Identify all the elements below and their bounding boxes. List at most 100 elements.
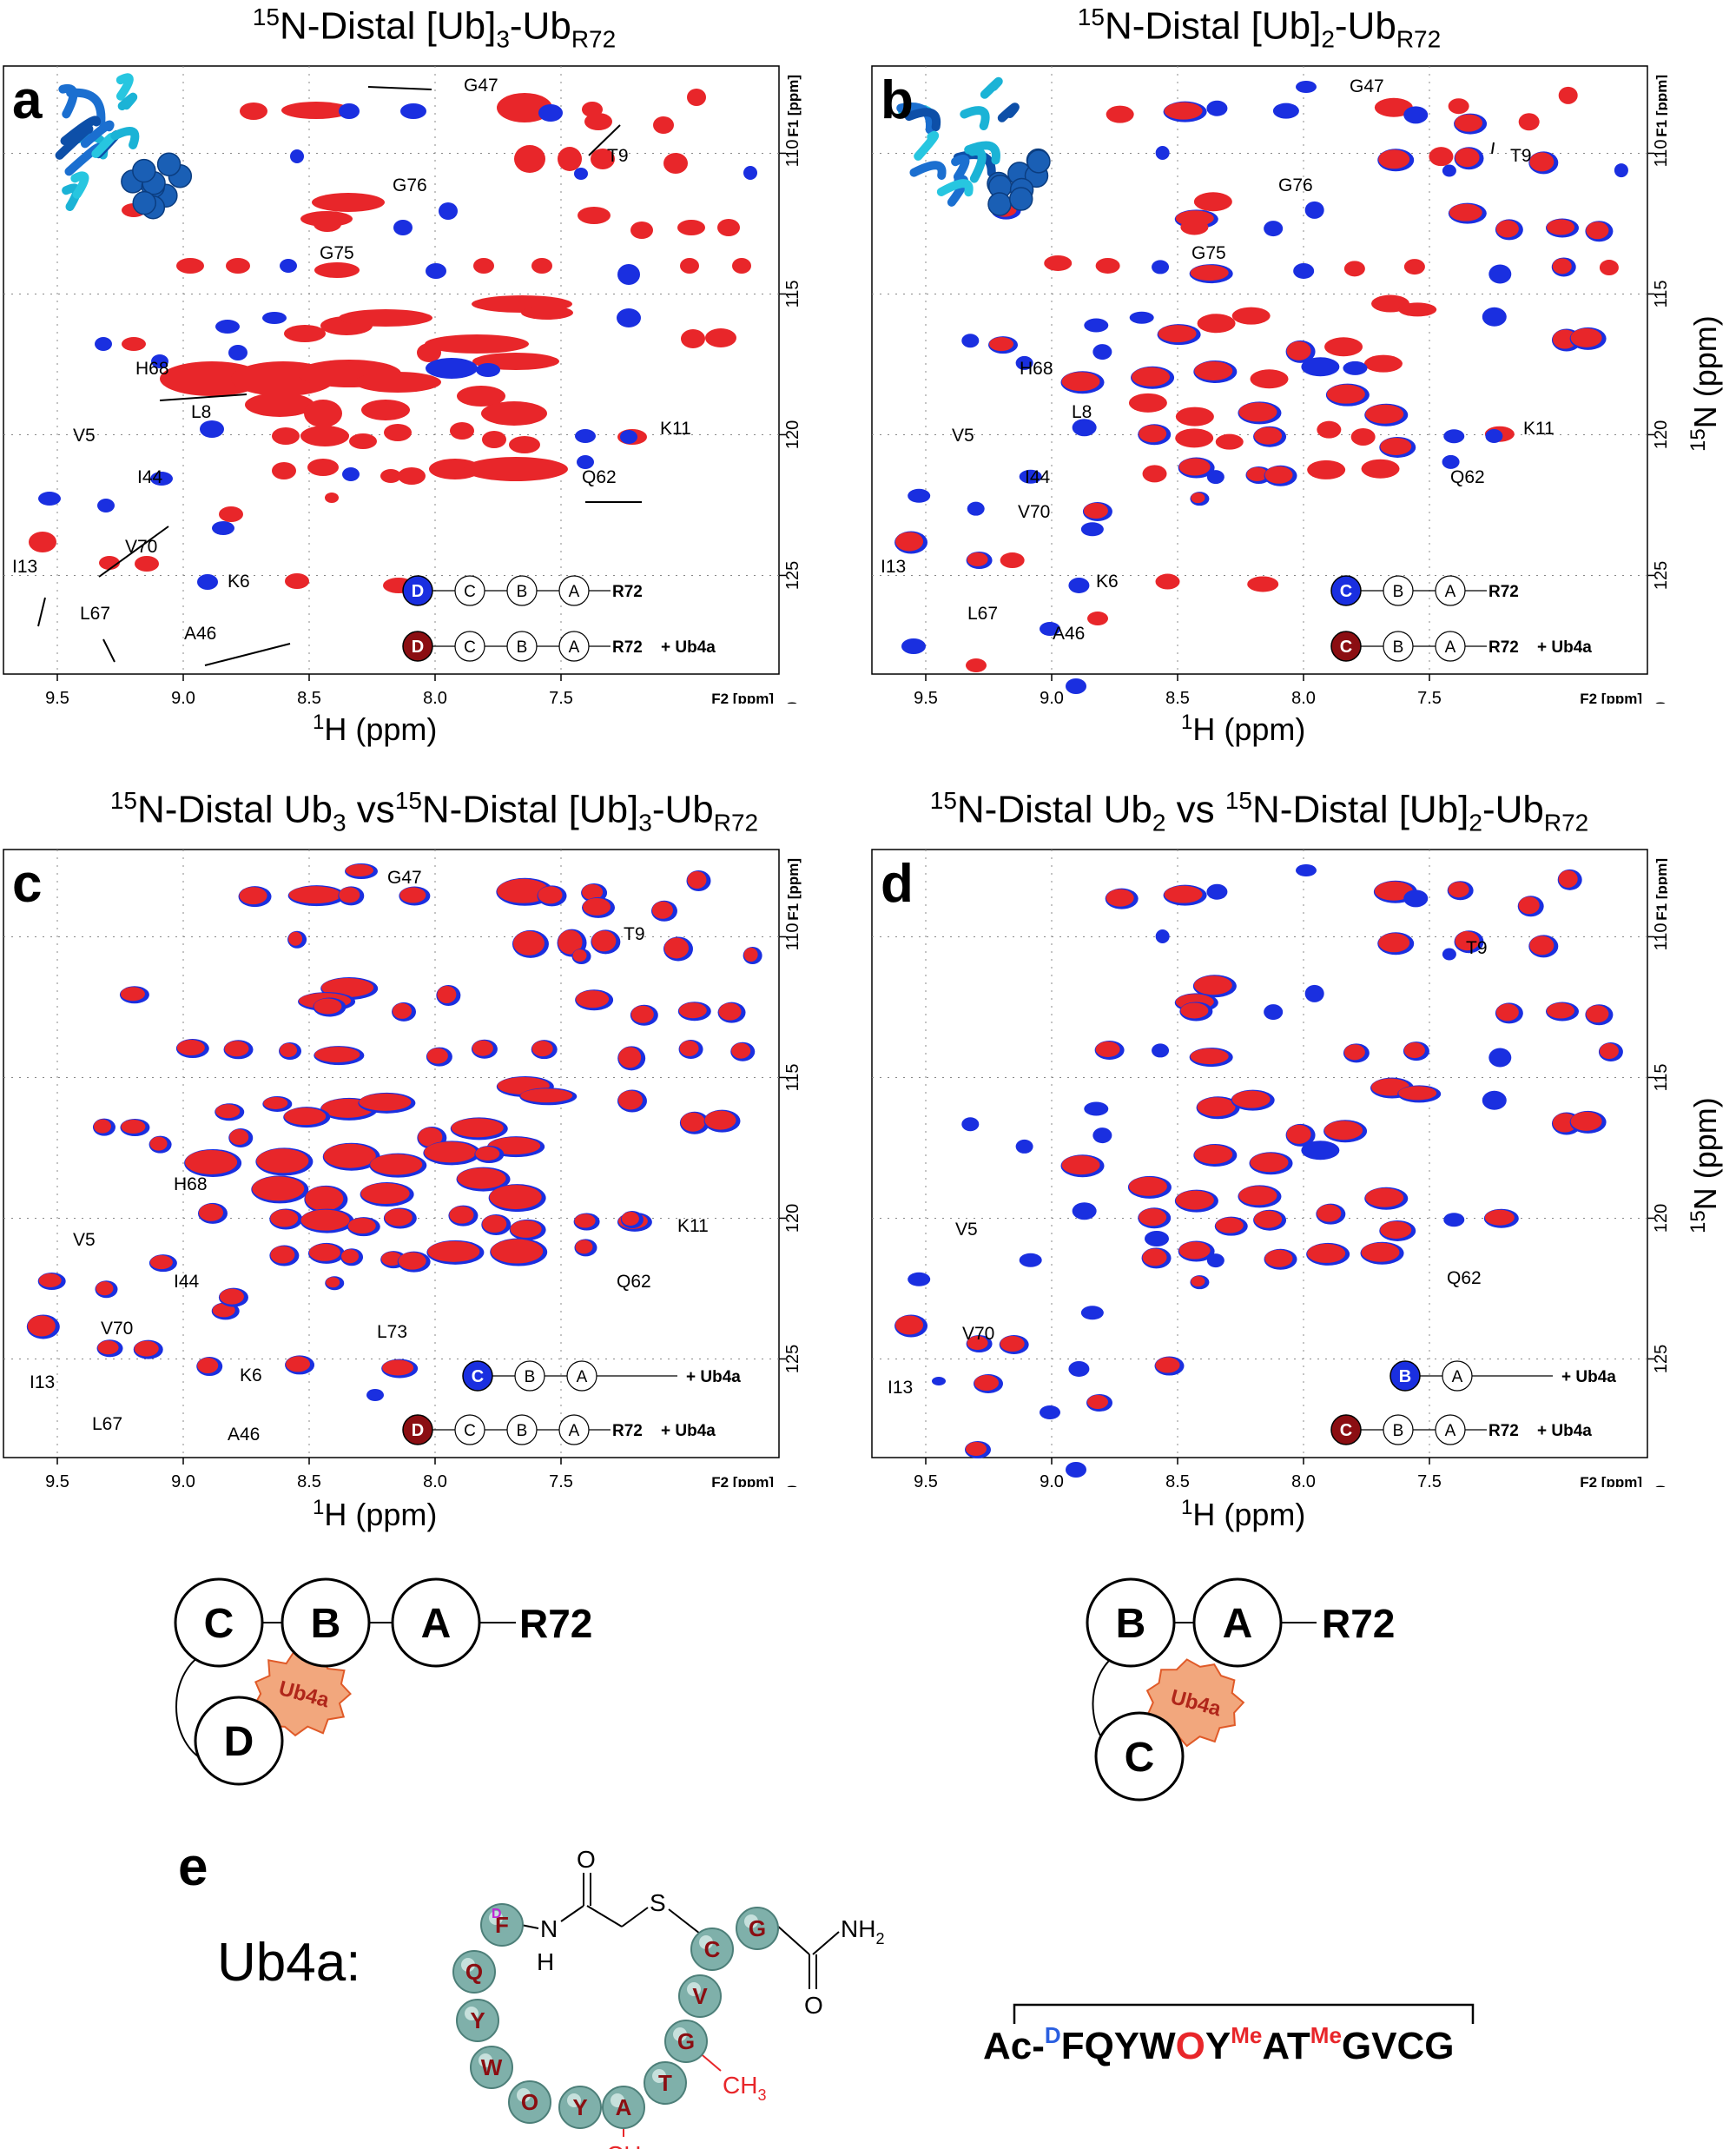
subscript: 3 — [757, 2086, 766, 2104]
subscript: 2 — [875, 1930, 884, 1947]
peak-red — [680, 258, 699, 274]
peak-red — [512, 930, 545, 955]
peak-red — [1175, 428, 1214, 448]
x-tick-label: 8.0 — [1291, 689, 1316, 704]
peak-blue — [743, 166, 757, 180]
peak-red — [93, 1119, 111, 1134]
ribbon — [951, 155, 970, 182]
peak-red — [134, 1340, 159, 1357]
peak-red — [1378, 149, 1410, 169]
peak-blue — [342, 467, 360, 481]
x-unit: F2 [ppm] — [711, 691, 774, 704]
scheme-node — [391, 1577, 481, 1668]
x-tick-label: 9.0 — [171, 689, 195, 704]
peak-blue — [1066, 678, 1086, 694]
peak-red — [1132, 367, 1171, 387]
peak-blue — [961, 334, 980, 348]
residue-label: V70 — [101, 1319, 133, 1339]
panel-letter: b — [881, 70, 914, 130]
residue-label: I13 — [888, 1378, 913, 1398]
peak-red — [1586, 1005, 1609, 1023]
peak-red — [341, 1249, 360, 1264]
peak-red — [687, 89, 706, 106]
residue-label: Q62 — [617, 1272, 651, 1292]
peak-red — [399, 887, 426, 903]
panel-b-spectrum: 9.5 9.0 8.5 8.0 7.5 F2 [ppm] 110 115 120 125 130 F1… — [871, 65, 1667, 704]
residue-label: V70 — [962, 1324, 994, 1344]
peak-red — [1552, 329, 1577, 349]
legend-tail: R72 — [1488, 638, 1519, 657]
peak-red — [481, 401, 547, 426]
peak-blue — [1072, 419, 1097, 437]
panel-d-spectrum: 9.5 9.0 8.5 8.0 7.5 F2 [ppm] 110 115 120 125 130 F1… — [871, 849, 1667, 1487]
peak-red — [393, 1002, 413, 1019]
peak-red — [464, 457, 568, 481]
seq-o: O — [1176, 2025, 1205, 2067]
panel-c-x-label: 1H (ppm) — [313, 1496, 438, 1532]
legend-bead-label: A — [569, 1422, 580, 1440]
peak-red — [1495, 220, 1519, 238]
x-tick-label: 7.5 — [1417, 689, 1442, 704]
residue-label: A46 — [1053, 624, 1085, 644]
peak-red — [272, 427, 300, 445]
peak-red — [1547, 1002, 1575, 1019]
residue-label: V5 — [73, 426, 96, 446]
legend-bead-label: A — [1445, 1422, 1456, 1440]
legend-bead-label: A — [569, 638, 580, 657]
peak-red — [966, 1442, 987, 1456]
legend-bead-label: D — [412, 1421, 424, 1440]
peak-blue — [150, 472, 173, 486]
x-tick-label: 8.5 — [1165, 689, 1190, 704]
peak-red — [1158, 325, 1197, 343]
peak-red — [1558, 86, 1578, 104]
ribbon — [55, 124, 94, 160]
residue-label: G47 — [387, 868, 422, 888]
y-tick-label: 110 — [1652, 922, 1667, 950]
peak-red — [1343, 1044, 1365, 1061]
residue-label: I44 — [1025, 467, 1051, 487]
peak-red — [582, 883, 604, 900]
residue-label: Q62 — [1450, 467, 1485, 487]
peak-red — [1570, 327, 1602, 347]
peak-red — [1495, 1003, 1519, 1022]
y-tick-label: 130 — [1652, 702, 1667, 704]
peak-red — [679, 1040, 699, 1056]
peak-red — [450, 422, 474, 440]
peak-red — [1044, 255, 1073, 271]
peak-red — [1139, 425, 1167, 443]
residue-label: Q62 — [1447, 1268, 1482, 1288]
residue-label: G76 — [1278, 175, 1313, 195]
x-unit: F2 [ppm] — [1580, 691, 1642, 704]
peak-blue — [574, 168, 588, 180]
seq-part: AT — [1262, 2025, 1310, 2067]
peak-red — [197, 1358, 219, 1374]
peak-red — [521, 306, 573, 320]
peak-blue — [967, 501, 985, 516]
peak-blue — [1145, 1231, 1169, 1246]
peak-red — [574, 1213, 596, 1228]
peak-red — [895, 1315, 924, 1335]
y-tick-label: 120 — [1652, 420, 1667, 449]
peak-red — [449, 1206, 474, 1224]
x-tick-label: 9.0 — [171, 1472, 195, 1487]
peak-red — [224, 1041, 249, 1057]
peak-red — [578, 207, 611, 224]
peak-red — [1197, 314, 1236, 334]
bead-label: T — [658, 2070, 672, 2096]
atom-label: CH3 — [723, 2072, 766, 2104]
peak-red — [1363, 354, 1403, 373]
d-marker: D — [492, 1907, 502, 1921]
peak-blue — [1015, 1139, 1033, 1154]
ribbon — [91, 133, 116, 159]
legend-tail: R72 — [612, 638, 643, 657]
peak-blue — [1403, 106, 1429, 124]
peak-red — [1155, 1357, 1180, 1373]
peak-red — [558, 929, 583, 955]
peak-blue — [1272, 102, 1299, 119]
scheme-node-label: D — [224, 1719, 254, 1765]
residue-label: K6 — [240, 1365, 262, 1385]
x-tick-label: 8.5 — [297, 1472, 321, 1487]
peak-red — [280, 1043, 298, 1058]
scheme-tail: R72 — [1322, 1601, 1395, 1646]
y-tick-label: 115 — [783, 280, 802, 307]
